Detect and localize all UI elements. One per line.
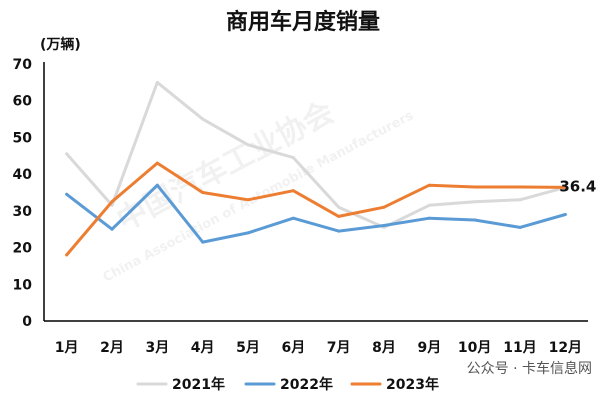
data-point <box>201 117 205 121</box>
data-point <box>201 191 205 194</box>
data-point <box>291 189 295 193</box>
data-point <box>518 225 522 229</box>
data-point <box>65 152 69 156</box>
y-axis-unit-label: (万辆) <box>40 37 81 53</box>
data-point <box>65 192 69 196</box>
data-point <box>110 200 114 204</box>
x-tick-label: 5月 <box>236 340 260 356</box>
series-line-1 <box>65 80 567 229</box>
data-point <box>291 156 295 160</box>
x-tick-label: 6月 <box>281 340 305 356</box>
x-tick-label: 4月 <box>191 340 215 356</box>
watermark-corner-text: 公众号 · 卡车信息网 <box>466 361 592 377</box>
series-line-2 <box>65 183 567 244</box>
data-point <box>337 229 341 233</box>
end-value-label: 36.4 <box>559 177 596 195</box>
x-tick-label: 9月 <box>417 340 441 356</box>
data-point <box>246 143 250 147</box>
x-tick-label: 2月 <box>100 340 124 356</box>
legend: 2021年 2022年 2023年 <box>136 376 439 393</box>
x-tick-label: 11月 <box>503 340 536 356</box>
y-tick-label: 60 <box>13 94 33 110</box>
x-tick-label: 3月 <box>145 340 169 356</box>
data-point <box>518 198 522 202</box>
data-point <box>246 198 250 202</box>
x-tick-label: 7月 <box>327 340 351 356</box>
data-point <box>427 216 431 220</box>
data-point <box>473 200 477 204</box>
data-point <box>382 205 386 209</box>
data-point <box>427 183 431 187</box>
x-tick-label: 12月 <box>549 340 582 356</box>
series-lines <box>65 80 567 257</box>
data-point <box>382 224 386 227</box>
x-tick-label: 10月 <box>458 340 491 356</box>
legend-label: 2021年 <box>172 376 225 393</box>
legend-label: 2023年 <box>386 376 439 393</box>
y-tick-label: 40 <box>13 167 33 183</box>
y-tick-label: 30 <box>13 204 33 220</box>
data-point <box>291 216 295 220</box>
data-point <box>473 185 477 189</box>
data-point <box>337 214 341 218</box>
data-point <box>110 227 114 231</box>
y-tick-label: 0 <box>22 314 32 330</box>
data-point <box>563 185 567 189</box>
axes <box>43 62 588 322</box>
data-point <box>201 240 205 244</box>
data-point <box>518 185 522 189</box>
y-tick-label: 20 <box>13 241 33 257</box>
data-point <box>155 183 159 187</box>
y-tick-label: 50 <box>13 130 33 146</box>
data-point <box>155 80 159 84</box>
data-point <box>337 205 341 209</box>
x-tick-label: 8月 <box>372 340 396 356</box>
data-point <box>563 213 567 216</box>
series-line-3 <box>65 161 567 257</box>
tick-labels: 0 10 20 30 40 50 60 70 1月 2月 3月 4月 5月 6月 7月 8月 9月 10月 11月 1… <box>13 57 597 356</box>
x-tick-label: 1月 <box>55 340 79 356</box>
y-tick-label: 10 <box>13 277 33 293</box>
chart-title: 商用车月度销量 <box>225 10 380 35</box>
data-point <box>427 203 431 207</box>
data-point <box>155 161 159 165</box>
data-point <box>246 231 250 235</box>
data-point <box>65 253 69 257</box>
data-point <box>473 218 477 222</box>
y-tick-label: 70 <box>13 57 33 73</box>
legend-label: 2022年 <box>280 376 333 393</box>
